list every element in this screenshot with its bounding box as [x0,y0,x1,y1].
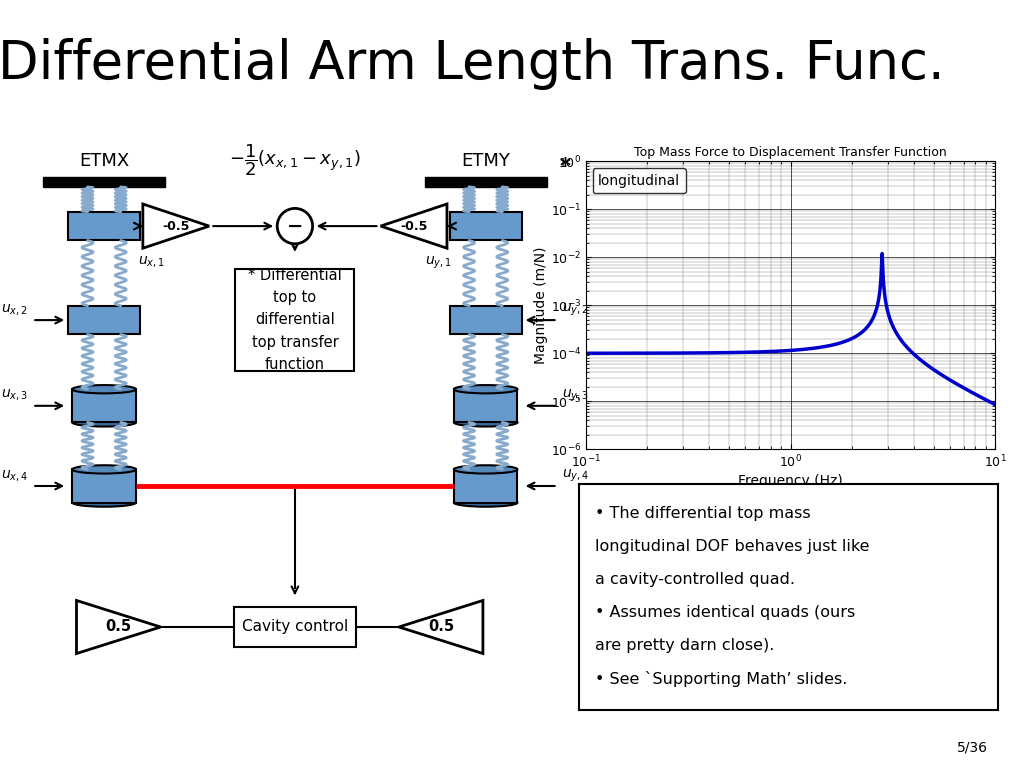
Ellipse shape [73,385,136,393]
Ellipse shape [454,419,517,426]
X-axis label: Frequency (Hz): Frequency (Hz) [738,474,843,488]
Text: 0.5: 0.5 [105,620,131,634]
Bar [69,212,140,240]
Text: -0.5: -0.5 [163,220,189,233]
Bar [234,607,355,647]
Text: *: * [560,157,570,177]
Bar [425,177,547,187]
Text: 0.5: 0.5 [428,620,454,634]
Text: • Assumes identical quads (ours: • Assumes identical quads (ours [595,605,856,620]
Polygon shape [143,204,209,248]
Text: Differential Arm Length Trans. Func.: Differential Arm Length Trans. Func. [0,38,944,91]
Bar [236,269,354,371]
Bar [73,469,136,502]
Ellipse shape [454,465,517,474]
Text: 5/36: 5/36 [957,740,988,754]
Bar [450,212,521,240]
Text: longitudinal DOF behaves just like: longitudinal DOF behaves just like [595,539,869,554]
Ellipse shape [454,498,517,507]
Text: $u_{y,3}$: $u_{y,3}$ [562,388,589,404]
Polygon shape [77,601,161,654]
Bar [43,177,165,187]
Bar [454,469,517,502]
Text: ETMY: ETMY [461,152,510,170]
Text: • See `Supporting Math’ slides.: • See `Supporting Math’ slides. [595,670,848,687]
Polygon shape [381,204,446,248]
Legend: longitudinal: longitudinal [593,168,686,194]
Text: $-\dfrac{1}{2}\left(x_{x,1}-x_{y,1}\right)$: $-\dfrac{1}{2}\left(x_{x,1}-x_{y,1}\righ… [229,142,360,178]
Bar [454,389,517,422]
Text: • The differential top mass: • The differential top mass [595,507,811,521]
Text: $u_{x,2}$: $u_{x,2}$ [1,303,28,318]
Polygon shape [399,601,483,654]
Text: $u_{x,4}$: $u_{x,4}$ [1,468,28,484]
Text: $u_{y,2}$: $u_{y,2}$ [562,302,589,318]
Text: $u_{x,1}$: $u_{x,1}$ [138,255,165,270]
Bar [73,389,136,422]
Ellipse shape [454,385,517,393]
Title: Top Mass Force to Displacement Transfer Function: Top Mass Force to Displacement Transfer … [634,146,947,159]
Text: -0.5: -0.5 [400,220,427,233]
Text: * Differential
top to
differential
top transfer
function: * Differential top to differential top t… [248,268,342,372]
Circle shape [278,208,312,243]
Ellipse shape [73,465,136,474]
Bar [450,306,521,335]
Text: are pretty darn close).: are pretty darn close). [595,638,775,653]
Text: −: − [287,217,303,236]
Text: $u_{x,3}$: $u_{x,3}$ [1,389,28,403]
Text: ETMX: ETMX [79,152,129,170]
Text: $u_{y,4}$: $u_{y,4}$ [562,468,589,484]
Text: Cavity control: Cavity control [242,620,348,634]
Text: a cavity-controlled quad.: a cavity-controlled quad. [595,572,796,588]
Text: $u_{y,1}$: $u_{y,1}$ [425,255,452,271]
Bar [69,306,140,335]
Ellipse shape [73,498,136,507]
Y-axis label: Magnitude (m/N): Magnitude (m/N) [534,247,548,364]
Ellipse shape [73,419,136,426]
